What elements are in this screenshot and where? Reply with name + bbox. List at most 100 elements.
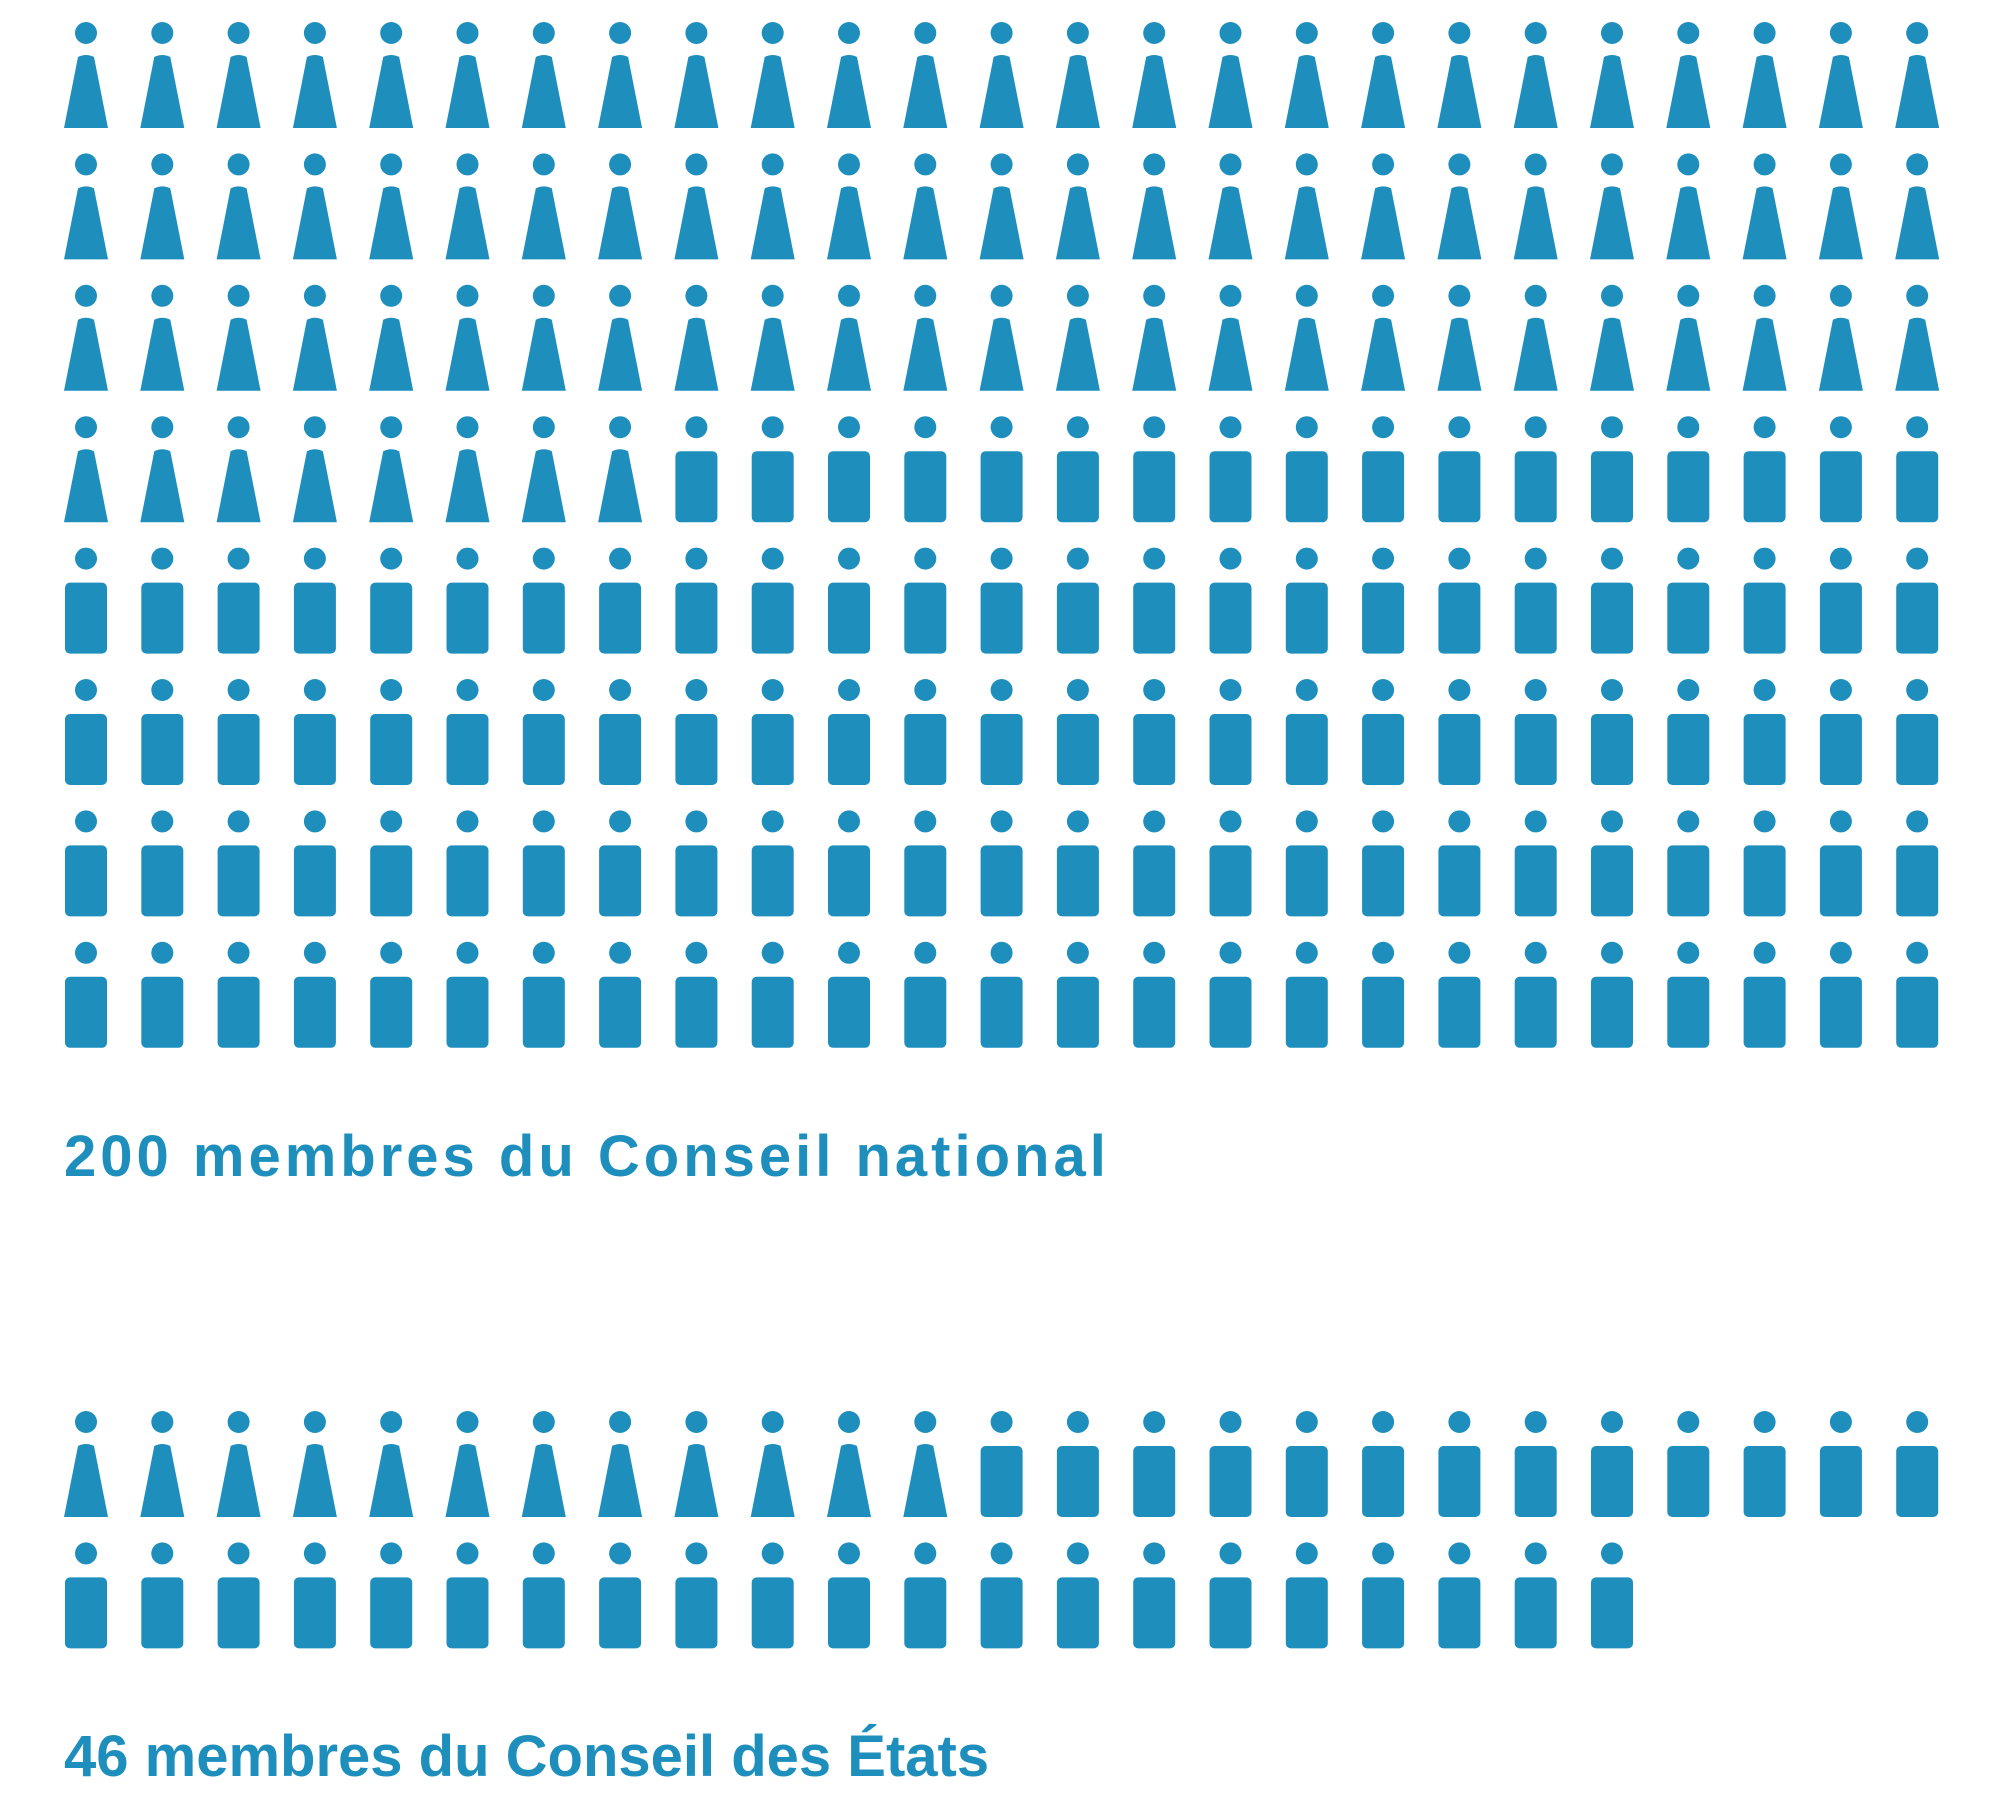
person-icon bbox=[1667, 1411, 1710, 1517]
icon-head bbox=[914, 547, 937, 570]
icon-body bbox=[674, 186, 719, 260]
person-icon bbox=[141, 1542, 184, 1649]
person-icon bbox=[1362, 679, 1405, 785]
icon-head bbox=[838, 941, 860, 964]
person-icon bbox=[1055, 284, 1100, 391]
icon-head bbox=[1295, 284, 1318, 307]
icon-head bbox=[609, 547, 632, 570]
icon-head bbox=[1829, 153, 1852, 176]
icon-body bbox=[522, 845, 565, 917]
icon-head bbox=[1143, 810, 1166, 833]
icon-body bbox=[980, 1577, 1023, 1649]
person-icon bbox=[980, 810, 1023, 917]
icon-body bbox=[598, 186, 643, 260]
icon-head bbox=[761, 941, 784, 964]
person-icon bbox=[1361, 153, 1406, 260]
person-icon bbox=[65, 1542, 107, 1649]
person-icon bbox=[1513, 153, 1558, 260]
person-icon bbox=[522, 679, 565, 785]
icon-body bbox=[1667, 451, 1710, 523]
person-icon bbox=[445, 1411, 490, 1517]
icon-body bbox=[446, 845, 489, 917]
person-icon bbox=[599, 810, 642, 917]
icon-body bbox=[1896, 582, 1939, 654]
person-icon bbox=[904, 679, 947, 785]
icon-body bbox=[1056, 1577, 1099, 1649]
icon-body bbox=[64, 1444, 108, 1517]
icon-body bbox=[1591, 976, 1633, 1048]
icon-head bbox=[1677, 22, 1700, 44]
icon-body bbox=[216, 317, 261, 391]
person-icon bbox=[1590, 153, 1634, 260]
icon-body bbox=[904, 976, 947, 1048]
icon-body bbox=[1896, 714, 1939, 785]
icon-body bbox=[599, 845, 642, 917]
icon-head bbox=[761, 1542, 784, 1565]
person-icon bbox=[1514, 810, 1557, 917]
icon-head bbox=[303, 1411, 326, 1433]
person-icon bbox=[1818, 284, 1863, 391]
icon-head bbox=[914, 1411, 937, 1433]
icon-body bbox=[1285, 1577, 1328, 1649]
icon-body bbox=[216, 1444, 261, 1517]
icon-head bbox=[1143, 22, 1166, 44]
person-icon bbox=[750, 22, 795, 128]
person-icon bbox=[369, 153, 414, 260]
icon-head bbox=[75, 679, 97, 701]
icon-head bbox=[1295, 153, 1318, 176]
person-icon bbox=[1819, 810, 1862, 917]
icon-body bbox=[980, 976, 1023, 1048]
person-icon bbox=[1209, 941, 1252, 1048]
icon-head bbox=[1753, 941, 1776, 964]
icon-body bbox=[980, 582, 1023, 654]
icon-body bbox=[370, 1577, 413, 1649]
icon-body bbox=[1591, 1577, 1633, 1649]
person-icon bbox=[750, 284, 795, 391]
icon-head bbox=[456, 284, 479, 307]
person-icon bbox=[64, 1411, 108, 1517]
person-icon bbox=[1208, 284, 1253, 391]
icon-body bbox=[293, 1577, 336, 1649]
chart-title: 200 membres du Conseil national bbox=[64, 1124, 1110, 1189]
icon-head bbox=[1906, 679, 1929, 701]
icon-body bbox=[1666, 55, 1711, 128]
person-icon bbox=[751, 547, 794, 654]
person-icon bbox=[1590, 22, 1634, 128]
icon-body bbox=[1209, 845, 1252, 917]
person-icon bbox=[369, 1411, 414, 1517]
icon-head bbox=[1753, 679, 1776, 701]
icon-head bbox=[1219, 1411, 1242, 1433]
icon-body bbox=[217, 582, 260, 654]
icon-body bbox=[445, 55, 490, 128]
icon-head bbox=[1448, 547, 1471, 570]
icon-body bbox=[1362, 451, 1405, 523]
icon-head bbox=[1677, 941, 1700, 964]
person-icon bbox=[751, 810, 794, 917]
icon-head bbox=[1601, 679, 1623, 701]
person-icon bbox=[522, 810, 565, 917]
icon-head bbox=[609, 22, 632, 44]
person-icon bbox=[216, 22, 261, 128]
person-icon bbox=[65, 810, 107, 917]
person-icon bbox=[1819, 941, 1862, 1048]
icon-head bbox=[380, 416, 403, 439]
person-icon bbox=[140, 416, 185, 523]
icon-head bbox=[1753, 810, 1776, 833]
icon-head bbox=[1524, 810, 1547, 833]
icon-body bbox=[1209, 1446, 1252, 1517]
icon-head bbox=[227, 22, 250, 44]
person-icon bbox=[1514, 547, 1557, 654]
icon-head bbox=[838, 1411, 860, 1433]
icon-body bbox=[1743, 582, 1786, 654]
icon-body bbox=[141, 714, 184, 785]
icon-head bbox=[75, 547, 97, 570]
person-icon bbox=[1056, 810, 1099, 917]
person-icon bbox=[141, 941, 184, 1048]
icon-head bbox=[1143, 1542, 1166, 1565]
icon-body bbox=[445, 449, 490, 523]
icon-head bbox=[532, 547, 555, 570]
person-icon bbox=[1285, 941, 1328, 1048]
icon-body bbox=[140, 1444, 185, 1517]
icon-body bbox=[1513, 317, 1558, 391]
icon-body bbox=[904, 1577, 947, 1649]
